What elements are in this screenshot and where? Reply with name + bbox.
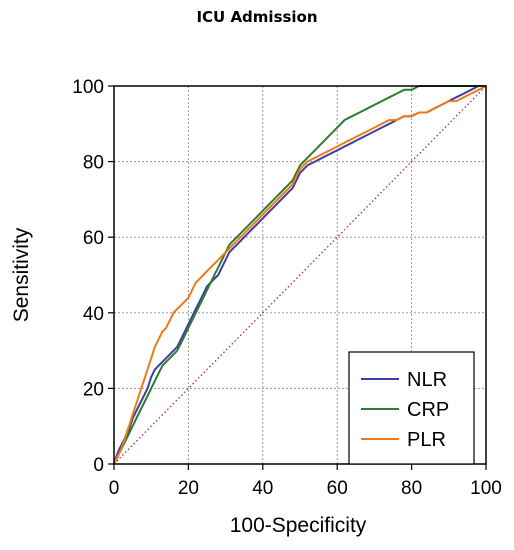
y-tick-label: 80 xyxy=(83,153,104,174)
x-tick-label: 0 xyxy=(109,478,120,499)
reference-diagonal xyxy=(113,85,487,465)
legend-label-plr: PLR xyxy=(407,429,446,451)
x-tick-label: 60 xyxy=(327,478,348,499)
plot-frame xyxy=(113,85,487,465)
y-tick-label: 100 xyxy=(72,77,104,98)
legend-label-nlr: NLR xyxy=(407,369,447,391)
series-layer xyxy=(113,85,487,465)
x-tick-label: 20 xyxy=(178,478,199,499)
series-line-crp xyxy=(113,85,486,465)
y-tick-label: 0 xyxy=(93,455,104,476)
x-tick-label: 100 xyxy=(470,478,502,499)
y-tick-label: 40 xyxy=(83,304,104,325)
x-axis-ticks: 0 20 40 60 80 100 xyxy=(109,464,502,499)
series-line-plr xyxy=(113,85,487,465)
chart-title: ICU Admission xyxy=(196,8,317,26)
series-line-nlr xyxy=(113,85,486,465)
legend-label-crp: CRP xyxy=(407,399,449,421)
y-axis-label: Sensitivity xyxy=(10,227,33,322)
y-tick-label: 60 xyxy=(83,228,104,249)
x-tick-label: 40 xyxy=(252,478,273,499)
x-axis-label: 100-Specificity xyxy=(230,514,367,537)
x-tick-label: 80 xyxy=(401,478,422,499)
y-axis-ticks: 0 20 40 60 80 100 xyxy=(72,77,114,476)
legend: NLR CRP PLR xyxy=(348,351,475,465)
y-tick-label: 20 xyxy=(83,379,104,400)
